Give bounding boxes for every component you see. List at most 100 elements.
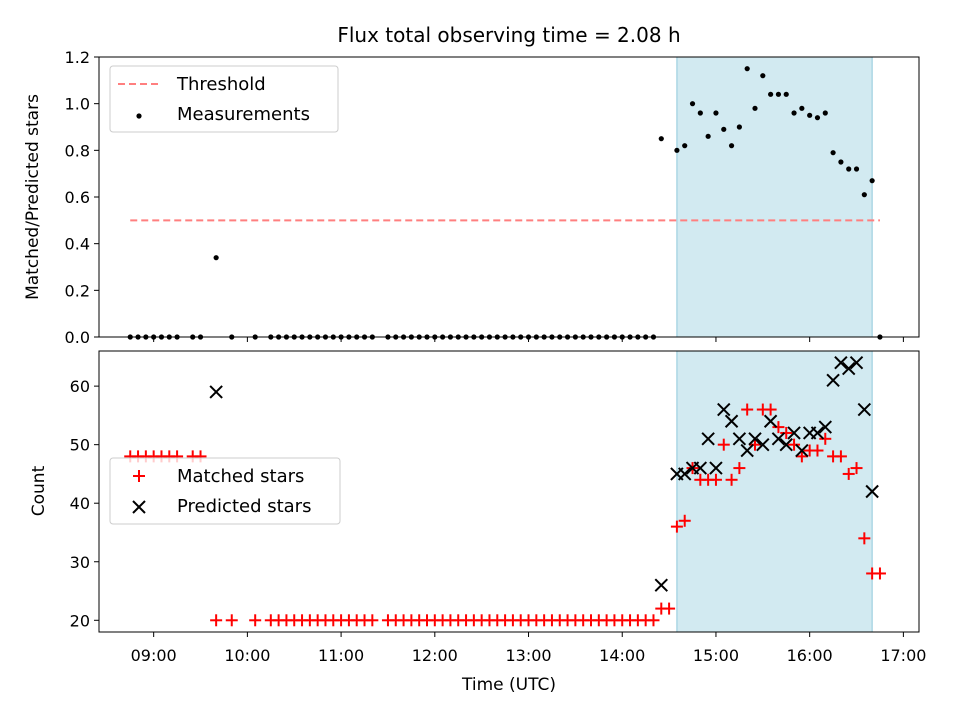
predicted-marker-b [748, 432, 762, 446]
x-tick-label: 16:00 [787, 646, 833, 665]
predicted-marker-b [865, 484, 879, 499]
bottom-panel-frame [98, 350, 920, 633]
matched-star-marker [725, 473, 738, 486]
matched-star-marker [834, 450, 847, 463]
predicted-star-marker [701, 432, 715, 446]
matched-star-marker [225, 614, 238, 627]
predicted-marker-b [826, 373, 840, 387]
matched-star-marker [210, 614, 223, 627]
bottom-panel-legend-box [109, 457, 341, 525]
predicted-marker-b [732, 432, 747, 446]
predicted-marker-b [842, 361, 856, 376]
legend-measurements-swatch [136, 113, 142, 119]
legend-measurements-label: Measurements [177, 104, 310, 125]
predicted-marker-b [709, 461, 723, 475]
measurement-point [799, 105, 805, 111]
measurement-point [760, 73, 766, 79]
measurement-point [869, 178, 875, 184]
y-tick-label: 50 [70, 436, 90, 455]
predicted-star-marker [709, 461, 723, 475]
x-tick-label: 10:00 [224, 646, 270, 665]
matched-star-marker [764, 403, 777, 416]
y-tick-label: 1.2 [65, 48, 90, 67]
measurement-point [213, 255, 219, 261]
x-tick-label: 17:00 [880, 646, 926, 665]
matched-star-marker [741, 403, 754, 416]
predicted-marker-b [701, 432, 715, 446]
measurement-point [830, 150, 836, 156]
y-tick-label: 1.0 [65, 95, 90, 114]
measurement-point [783, 91, 789, 97]
y-tick-label: 40 [70, 494, 90, 513]
predicted-marker-b [724, 414, 739, 428]
predicted-star-marker [795, 443, 809, 458]
predicted-marker-b [849, 356, 864, 370]
measurement-point [807, 112, 813, 118]
legend-matched-label: Matched stars [177, 466, 304, 487]
predicted-star-marker [756, 437, 770, 452]
measurement-point [705, 133, 711, 139]
top-panel-measurement-points [127, 66, 883, 340]
matched-star-marker [850, 462, 863, 475]
matched-star-marker [749, 438, 761, 451]
matched-star-marker [717, 438, 730, 451]
measurement-point [846, 166, 852, 172]
predicted-marker-b [818, 420, 832, 434]
matched-star-marker [663, 602, 676, 615]
x-tick-label: 14:00 [599, 646, 645, 665]
predicted-star-marker [763, 414, 778, 428]
legend-predicted-label: Predicted stars [177, 496, 311, 517]
predicted-marker-b [209, 385, 223, 399]
top-panel-shaded-region [676, 56, 873, 338]
top-panel-legend: Threshold Measurements [109, 65, 339, 133]
x-tick-label: 13:00 [505, 646, 551, 665]
predicted-marker-b [787, 426, 801, 440]
predicted-star-marker [209, 385, 223, 399]
bottom-panel-y-label: Count [29, 465, 49, 516]
top-panel: 0.0 0.2 0.4 0.6 0.8 1.0 1.2 Matched/Predicted … [23, 48, 920, 347]
bottom-panel: 20 30 40 50 60 09:00 10:00 11:00 12:00 13:00 14:0… [29, 350, 926, 695]
legend-threshold-label: Threshold [176, 74, 266, 95]
matched-star-marker [780, 426, 793, 439]
predicted-marker-b [779, 437, 793, 452]
top-panel-y-label: Matched/Predicted stars [23, 94, 43, 300]
measurement-point [674, 147, 680, 153]
predicted-marker-b [857, 402, 872, 417]
predicted-star-marker [849, 356, 864, 370]
legend-predicted-swatch [132, 500, 146, 514]
matched-star-marker [788, 438, 801, 451]
predicted-marker-b [763, 414, 778, 428]
predicted-star-marker [826, 373, 840, 387]
bottom-panel-predicted-points [209, 356, 879, 592]
bottom-panel-x-axis: 09:00 10:00 11:00 12:00 13:00 14:00 15:00 16:00… [131, 632, 926, 665]
predicted-star-marker [834, 356, 848, 370]
measurement-point [775, 91, 782, 97]
predicted-star-marker [654, 578, 668, 592]
predicted-star-marker [678, 467, 692, 481]
predicted-marker-b [693, 461, 708, 475]
measurement-point [838, 159, 844, 165]
bottom-panel-matched-points [124, 403, 886, 627]
x-tick-label: 15:00 [693, 646, 739, 665]
y-tick-label: 0.8 [65, 141, 90, 160]
predicted-marker-b [654, 578, 668, 592]
y-tick-label: 0.0 [65, 328, 90, 347]
predicted-star-marker [865, 484, 879, 499]
matched-star-marker [858, 532, 871, 545]
measurement-point [853, 166, 860, 172]
matched-star-marker [678, 514, 691, 527]
matched-star-marker [733, 462, 746, 475]
predicted-star-marker [810, 426, 825, 440]
predicted-star-marker [732, 432, 747, 446]
y-tick-label: 0.2 [65, 281, 90, 300]
measurement-point [814, 115, 821, 121]
predicted-marker-b [678, 467, 692, 481]
x-tick-label: 09:00 [131, 646, 177, 665]
measurement-point [713, 110, 719, 116]
measurement-point [736, 124, 742, 130]
matched-star-marker [670, 520, 683, 533]
matched-star-marker [366, 614, 379, 627]
predicted-star-marker [818, 420, 832, 434]
matched-star-marker [842, 467, 855, 480]
bottom-panel-legend: Matched stars Predicted stars [109, 457, 341, 525]
